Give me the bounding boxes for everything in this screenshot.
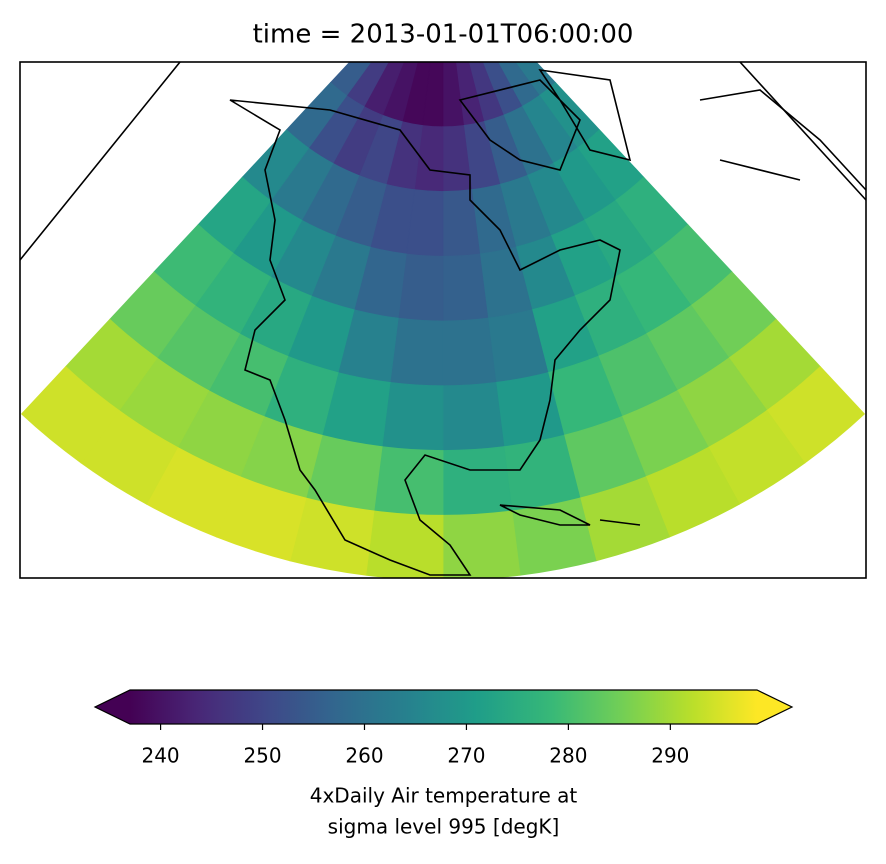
arctic-islands <box>458 68 632 171</box>
colorbar-extend-high <box>757 690 792 724</box>
data-field <box>20 62 866 578</box>
coastlines <box>20 62 866 576</box>
map-title: time = 2013-01-01T06:00:00 <box>253 20 634 50</box>
colorbar-tick-label: 290 <box>651 744 689 768</box>
projection-boundary <box>20 62 866 261</box>
colorbar-tick-label: 280 <box>549 744 587 768</box>
europe-coast <box>699 89 866 191</box>
colorbar: 240 250 260 270 280 290 4xDaily Air temperatur… <box>93 689 794 839</box>
grid-cell <box>442 510 521 578</box>
grid-cell <box>20 366 120 464</box>
colorbar-outline <box>93 689 794 725</box>
colorbar-tick-label: 240 <box>141 744 179 768</box>
caribbean <box>499 504 641 526</box>
colorbar-extend-low <box>95 690 130 724</box>
colorbar-gradient <box>130 690 757 724</box>
colorbar-tick-label: 250 <box>243 744 281 768</box>
colorbar-tick-label: 260 <box>345 744 383 768</box>
grid-cell <box>365 510 444 578</box>
north-america <box>229 99 621 576</box>
grid-cell <box>442 381 505 451</box>
colorbar-label: sigma level 995 [degK] <box>328 815 560 839</box>
grid-cell <box>389 317 444 387</box>
colorbar-label: 4xDaily Air temperature at <box>310 784 578 808</box>
grid-cell <box>381 381 444 451</box>
grid-cell <box>442 253 489 322</box>
map-frame <box>19 61 867 579</box>
colorbar-tick-label: 270 <box>447 744 485 768</box>
grid-cell <box>442 317 497 387</box>
